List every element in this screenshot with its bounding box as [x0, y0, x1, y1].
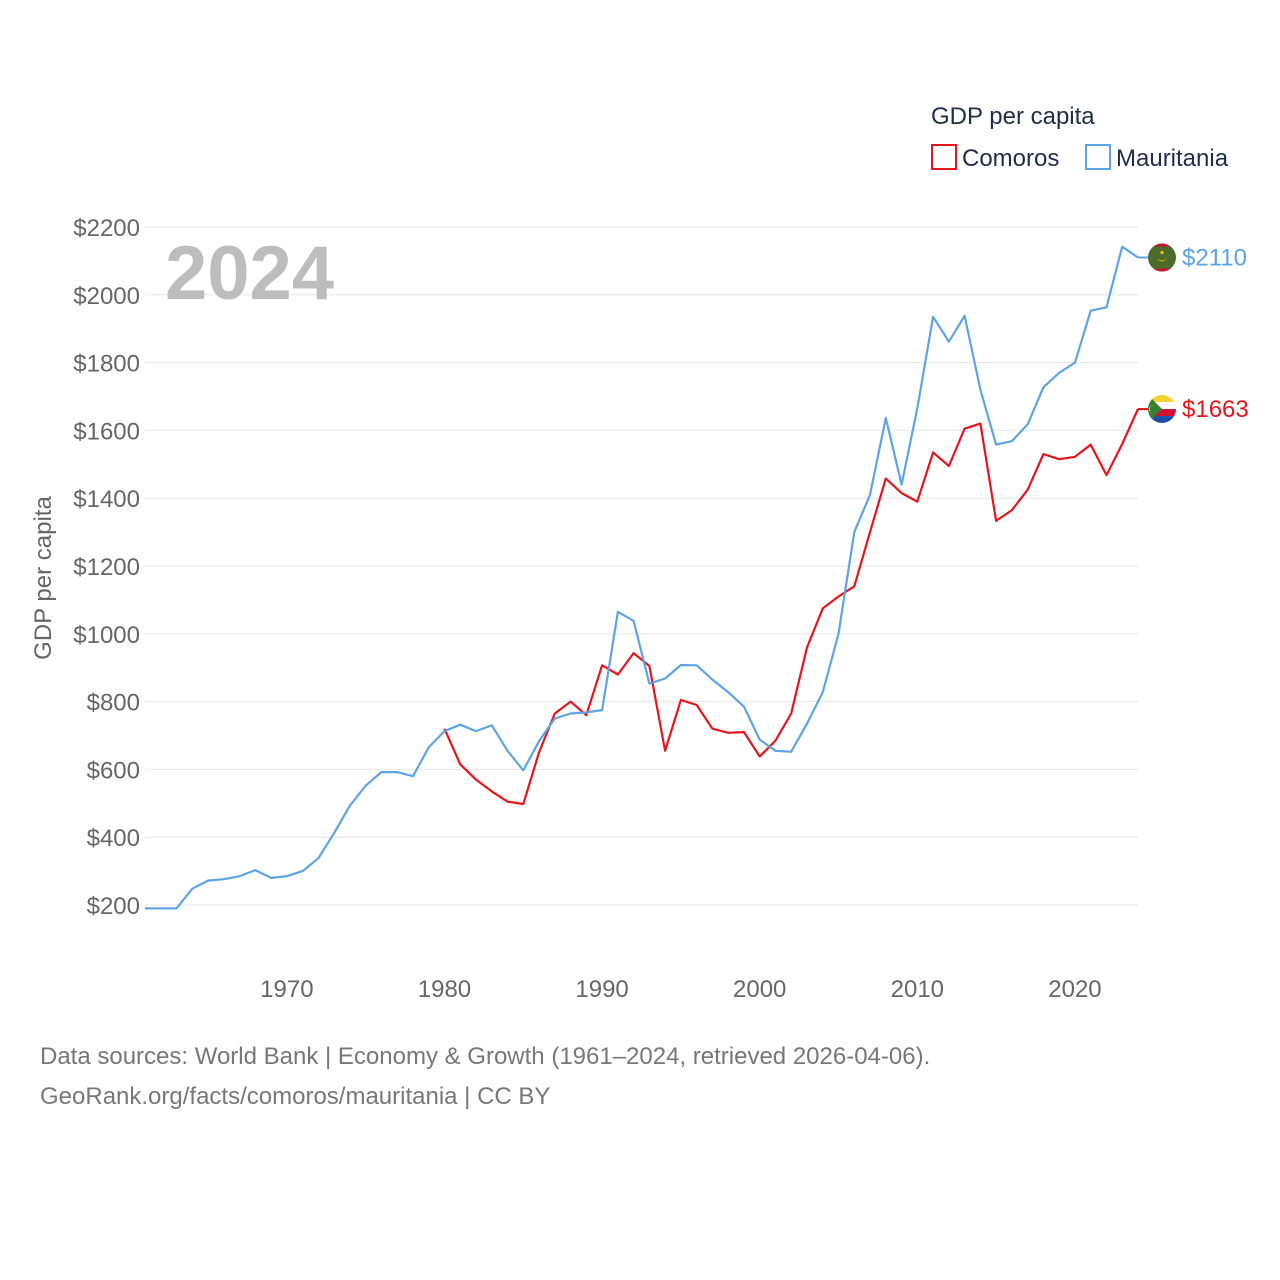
x-tick-label-1980: 1980	[418, 976, 471, 1003]
x-axis-ticks: 1970 1980 1990 2000 2010 2020	[260, 976, 1101, 1003]
end-value-comoros: $1663	[1182, 396, 1249, 423]
legend-label-mauritania: Mauritania	[1116, 145, 1229, 172]
x-tick-label-1990: 1990	[575, 976, 628, 1003]
comoros-flag-yellow	[1148, 395, 1176, 403]
legend-title: GDP per capita	[931, 103, 1095, 130]
comoros-crescent	[1149, 405, 1153, 414]
end-value-mauritania: $2110	[1182, 245, 1247, 272]
gdp-chart: $200 $400 $600 $800 $1000 $1200 $1400 $1600 $180…	[30, 103, 1249, 1003]
legend-swatch-comoros	[931, 144, 957, 170]
y-axis-ticks: $200 $400 $600 $800 $1000 $1200 $1400 $1600 $180…	[73, 215, 140, 920]
series-end-labels: $1663 $2110	[1138, 243, 1249, 424]
y-tick-label-800: $800	[87, 690, 140, 717]
footer-sources: Data sources: World Bank | Economy & Gro…	[40, 1043, 931, 1070]
y-tick-label-2000: $2000	[73, 283, 140, 310]
y-tick-label-1400: $1400	[73, 486, 140, 513]
mauritania-flag-red-bottom	[1148, 268, 1176, 272]
y-axis-label: GDP per capita	[30, 496, 57, 660]
comoros-flag-blue	[1148, 416, 1176, 424]
comoros-flag-triangle	[1148, 395, 1162, 424]
comoros-flag-field	[1148, 395, 1176, 424]
y-tick-label-400: $400	[87, 825, 140, 852]
y-tick-label-2200: $2200	[73, 215, 140, 242]
y-tick-label-1600: $1600	[73, 418, 140, 445]
y-tick-label-200: $200	[87, 893, 140, 920]
series-lines	[145, 245, 1140, 910]
year-label: 2024	[165, 231, 334, 316]
mauritania-flag-red-top	[1148, 243, 1176, 247]
comoros-flag-red	[1148, 409, 1176, 417]
mauritania-flag-green	[1148, 243, 1176, 272]
legend-item-mauritania[interactable]: Mauritania	[1085, 144, 1229, 172]
x-tick-label-2020: 2020	[1048, 976, 1101, 1003]
y-tick-label-1800: $1800	[73, 351, 140, 378]
mauritania-flag-field	[1148, 243, 1176, 272]
series-line-comoros	[443, 408, 1140, 806]
y-tick-label-1200: $1200	[73, 554, 140, 581]
y-tick-label-600: $600	[87, 757, 140, 784]
x-tick-label-2000: 2000	[733, 976, 786, 1003]
comoros-flag-icon	[1148, 395, 1176, 424]
legend: GDP per capita Comoros Mauritania	[931, 103, 1229, 172]
mauritania-star	[1160, 250, 1164, 255]
series-line-mauritania	[145, 245, 1139, 910]
legend-label-comoros: Comoros	[962, 145, 1059, 172]
x-tick-label-2010: 2010	[891, 976, 944, 1003]
footer-credit[interactable]: GeoRank.org/facts/comoros/mauritania | C…	[40, 1083, 551, 1110]
legend-swatch-mauritania	[1085, 144, 1111, 170]
gridlines	[145, 226, 1138, 906]
legend-item-comoros[interactable]: Comoros	[931, 144, 1059, 172]
mauritania-crescent	[1157, 256, 1167, 262]
y-tick-label-1000: $1000	[73, 622, 140, 649]
x-tick-label-1970: 1970	[260, 976, 313, 1003]
mauritania-flag-icon	[1148, 243, 1176, 272]
comoros-flag-white	[1148, 402, 1176, 410]
